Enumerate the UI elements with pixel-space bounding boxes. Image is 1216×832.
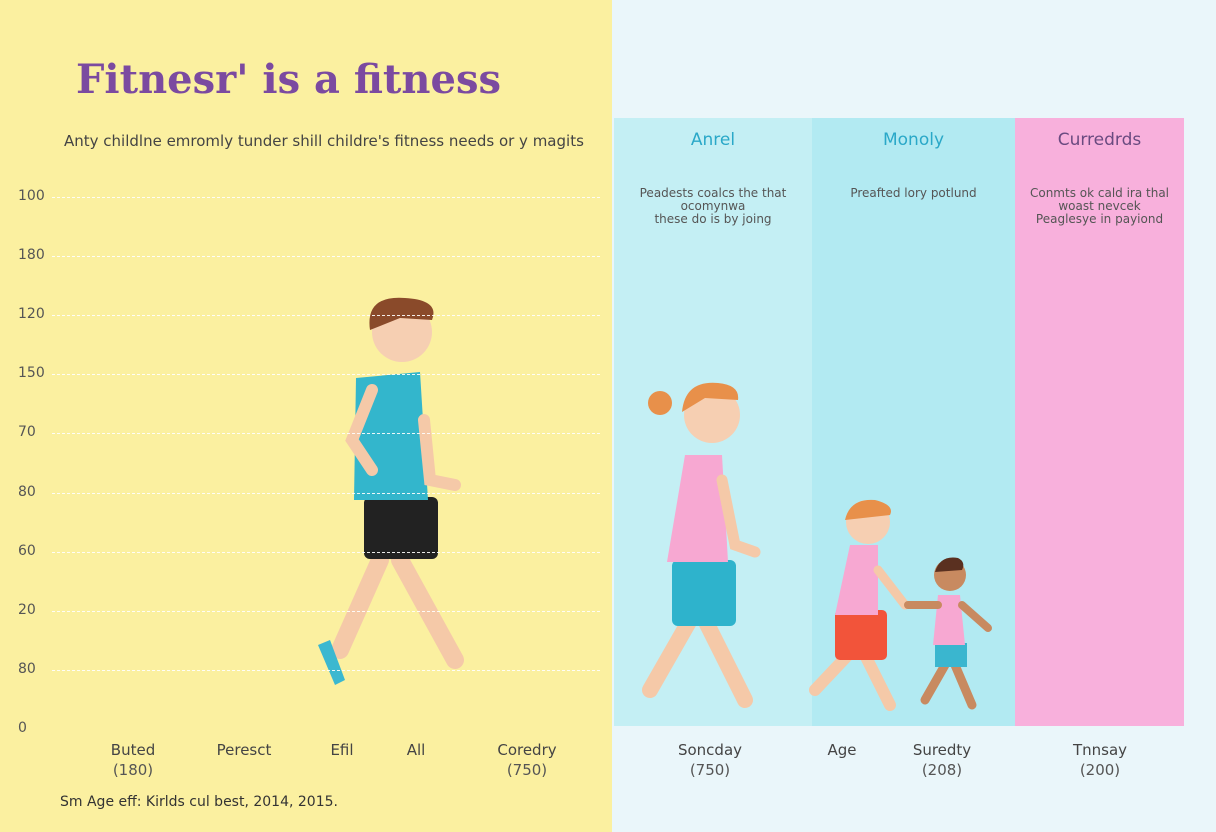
guide-line [52, 197, 600, 198]
guide-line [52, 669, 600, 671]
column-panel [1015, 118, 1184, 726]
axis-label: 80 [18, 660, 36, 677]
category-label: Soncday [677, 741, 743, 759]
axis-label: 60 [18, 542, 36, 559]
column-title: Anrel [690, 130, 736, 150]
column-text: Preafted lory potlund [850, 186, 977, 200]
column: Anrel Peadests coalcs the that ocomynwa the… [614, 118, 812, 726]
axis-label: 180 [18, 247, 45, 264]
category-note: (750) [506, 761, 548, 779]
column: Monoly Preafted lory potlund [812, 118, 1015, 726]
axis-label: 120 [18, 306, 45, 323]
category-label: Coredry [497, 741, 557, 759]
column-text: woast nevcek [1058, 199, 1141, 213]
column-title: Monoly [882, 130, 945, 150]
category-note: (750) [689, 761, 731, 779]
axis-label: 0 [18, 719, 27, 736]
guide-line [52, 610, 600, 612]
boy-figure [318, 297, 464, 685]
category-note: (208) [921, 761, 963, 779]
category-label: Efil [330, 741, 354, 759]
axis-label: 70 [18, 424, 36, 441]
guide-line [52, 374, 600, 376]
guide-line [52, 551, 600, 553]
category-label: All [406, 741, 426, 759]
title: Fitnesr' is a fitness [76, 56, 501, 103]
category-label: Suredty [912, 741, 972, 759]
category-note: (200) [1079, 761, 1121, 779]
column-text: these do is by joing [654, 212, 772, 226]
subtitle: Anty childlne emromly tunder shill child… [64, 132, 584, 150]
category-label: Buted [110, 741, 156, 759]
column-text: Peadests coalcs the that [639, 186, 787, 200]
category-label: Tnnsay [1072, 741, 1128, 759]
column-title: Curredrds [1057, 130, 1142, 150]
axis-label: 20 [18, 601, 36, 618]
axis-label: 100 [18, 188, 45, 204]
guide-line [52, 256, 600, 258]
column-text: Conmts ok cald ira thal [1029, 186, 1170, 200]
category-label: Age [827, 741, 857, 759]
axis-label: 150 [18, 365, 45, 382]
girl-figure [642, 382, 761, 708]
guide-line [52, 433, 600, 435]
column: Curredrds Conmts ok cald ira thal woast ne… [1015, 118, 1184, 726]
category-label: Peresct [216, 741, 272, 759]
guide-line [52, 492, 600, 494]
axis-label: 80 [18, 483, 36, 500]
column-text: ocomynwa [680, 199, 746, 213]
guide-line [52, 315, 600, 317]
category-note: (180) [112, 761, 154, 779]
footnote: Sm Age eff: Kirlds cul best, 2014, 2015. [60, 794, 338, 810]
left-panel [0, 0, 612, 832]
column-text: Peaglesye in payiond [1035, 212, 1164, 226]
kids-figures [809, 499, 992, 711]
